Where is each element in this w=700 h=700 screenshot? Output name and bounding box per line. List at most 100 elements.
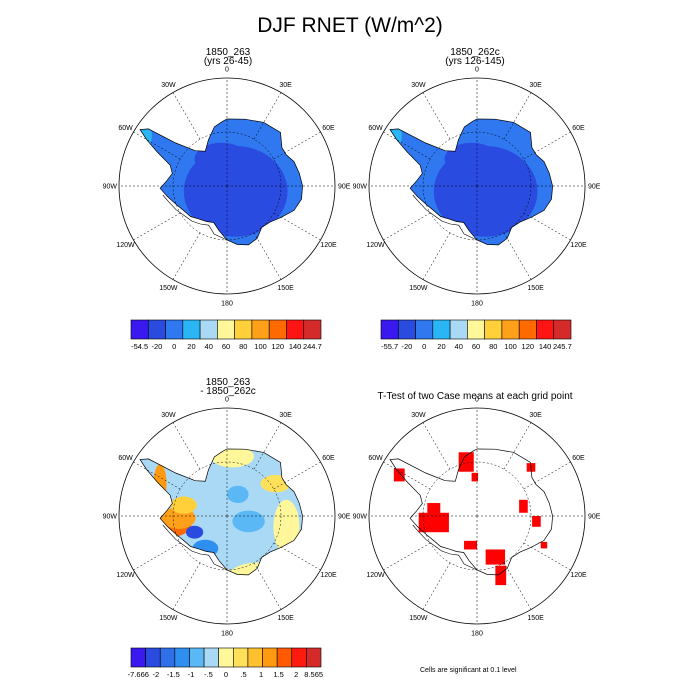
significant-cell: [418, 512, 449, 533]
colorbar-box: [286, 319, 305, 340]
longitude-label: 60E: [322, 125, 335, 132]
meridian-line: [253, 232, 282, 280]
meridian-line: [273, 212, 321, 241]
colorbar-label: -2: [153, 670, 160, 679]
colorbar-box: [501, 319, 520, 340]
figure-title: DJF RNET (W/m^2): [257, 14, 443, 37]
map-border: [368, 407, 586, 625]
plateau-region: [444, 142, 499, 176]
anomaly-region: [275, 551, 298, 575]
longitude-label: 90E: [588, 514, 601, 521]
colorbar-box: [217, 319, 235, 340]
colorbar-box: [262, 647, 278, 668]
meridian-line: [383, 542, 431, 571]
panel1-title-line1: 1850_263: [205, 47, 251, 58]
colorbar-label: .5: [240, 670, 246, 679]
significant-cell: [427, 503, 441, 514]
longitude-label: 180: [221, 631, 233, 638]
longitude-label: 30W: [411, 82, 426, 89]
longitude-label: 150E: [277, 615, 294, 622]
longitude-label: 120W: [366, 242, 385, 249]
panel3-title-line1: 1850_263: [205, 377, 251, 388]
longitude-label: 90W: [353, 514, 368, 521]
longitude-label: 90E: [338, 184, 351, 191]
ice-shelf-line: [412, 194, 478, 241]
colorbar-box: [174, 647, 190, 668]
ice-shelf-line: [162, 194, 228, 241]
meridian-line: [172, 232, 201, 280]
colorbar-box: [189, 647, 205, 668]
colorbar-box: [303, 319, 322, 340]
colorbar-box: [233, 647, 249, 668]
longitude-label: 30E: [279, 412, 292, 419]
meridian-line: [172, 562, 201, 610]
meridian-line: [383, 461, 431, 490]
longitude-label: 150E: [527, 615, 544, 622]
colorbar-1: -54.5 -20 0 20 40 60 80 100 120 140 244.7: [130, 319, 322, 351]
colorbar-label: 40: [455, 342, 463, 351]
longitude-label: 150E: [527, 285, 544, 292]
colorbar-box: [247, 647, 263, 668]
colorbar-label: -1: [188, 670, 195, 679]
meridian-line: [383, 212, 431, 241]
coastline: [139, 118, 303, 246]
colorbar-box: [199, 319, 218, 340]
colorbar-label: -.5: [204, 670, 213, 679]
longitude-label: 30W: [161, 412, 176, 419]
significant-cell: [485, 549, 506, 565]
anomaly-region: [232, 510, 265, 533]
longitude-label: 60W: [118, 125, 133, 132]
colorbar-label: 140: [539, 342, 552, 351]
meridian-line: [503, 232, 532, 280]
significant-cell: [495, 565, 507, 586]
colorbar-label: 80: [489, 342, 497, 351]
significant-cell: [393, 468, 405, 482]
colorbar-box: [449, 319, 468, 340]
colorbar-label: 100: [504, 342, 517, 351]
colorbar-3: -7.666 -2 -1.5 -1 -.5 0 .5 1 1.5 2 8.565: [128, 647, 323, 679]
colorbar-label: 120: [272, 342, 285, 351]
significant-cell: [471, 472, 479, 482]
meridian-line: [523, 131, 571, 160]
anomaly-region: [153, 464, 167, 504]
colorbar-box: [234, 319, 253, 340]
colorbar-label: 60: [472, 342, 480, 351]
longitude-label: 60W: [368, 455, 383, 462]
colorbar-label: 0: [422, 342, 426, 351]
coastline: [389, 448, 553, 576]
meridian-line: [273, 131, 321, 160]
longitude-label: 150W: [159, 285, 178, 292]
longitude-label: 60E: [322, 455, 335, 462]
colorbar-box: [159, 647, 176, 668]
colorbar-box: [467, 319, 485, 340]
colorbar-box: [268, 319, 287, 340]
colorbar-box: [397, 319, 416, 340]
colorbar-label: 20: [437, 342, 445, 351]
longitude-label: 0: [475, 396, 479, 403]
colorbar-box: [291, 647, 307, 668]
map-border: [118, 77, 336, 295]
meridian-line: [253, 562, 282, 610]
longitude-label: 60W: [118, 455, 133, 462]
longitude-label: 180: [471, 631, 483, 638]
map-panel-3: 0 30E 60E 90E 120E 150E 180 150W 120W 90W 60W 30W: [103, 396, 351, 637]
map-border: [368, 77, 586, 295]
colorbar-label: 2: [294, 670, 298, 679]
colorbar-label: 80: [239, 342, 247, 351]
meridian-line: [133, 542, 181, 571]
colorbar-box: [218, 647, 234, 668]
colorbar-box: [484, 319, 503, 340]
map-panel-1: 0 30E 60E 90E 120E 150E 180 150W 120W 90W 60W 30W: [103, 66, 351, 307]
panel2-title-line1: 1850_262c: [450, 47, 500, 58]
panel4-title: T-Test of two Case means at each grid po…: [377, 391, 573, 402]
longitude-label: 150E: [277, 285, 294, 292]
significant-cell: [458, 452, 474, 472]
longitude-label: 150W: [409, 285, 428, 292]
anomaly-region: [198, 566, 234, 575]
colorbar-box: [165, 319, 184, 340]
longitude-label: 150W: [409, 615, 428, 622]
plateau-region: [194, 142, 249, 176]
panel1-title-line2: (yrs 26-45): [203, 56, 253, 67]
longitude-label: 30E: [279, 82, 292, 89]
